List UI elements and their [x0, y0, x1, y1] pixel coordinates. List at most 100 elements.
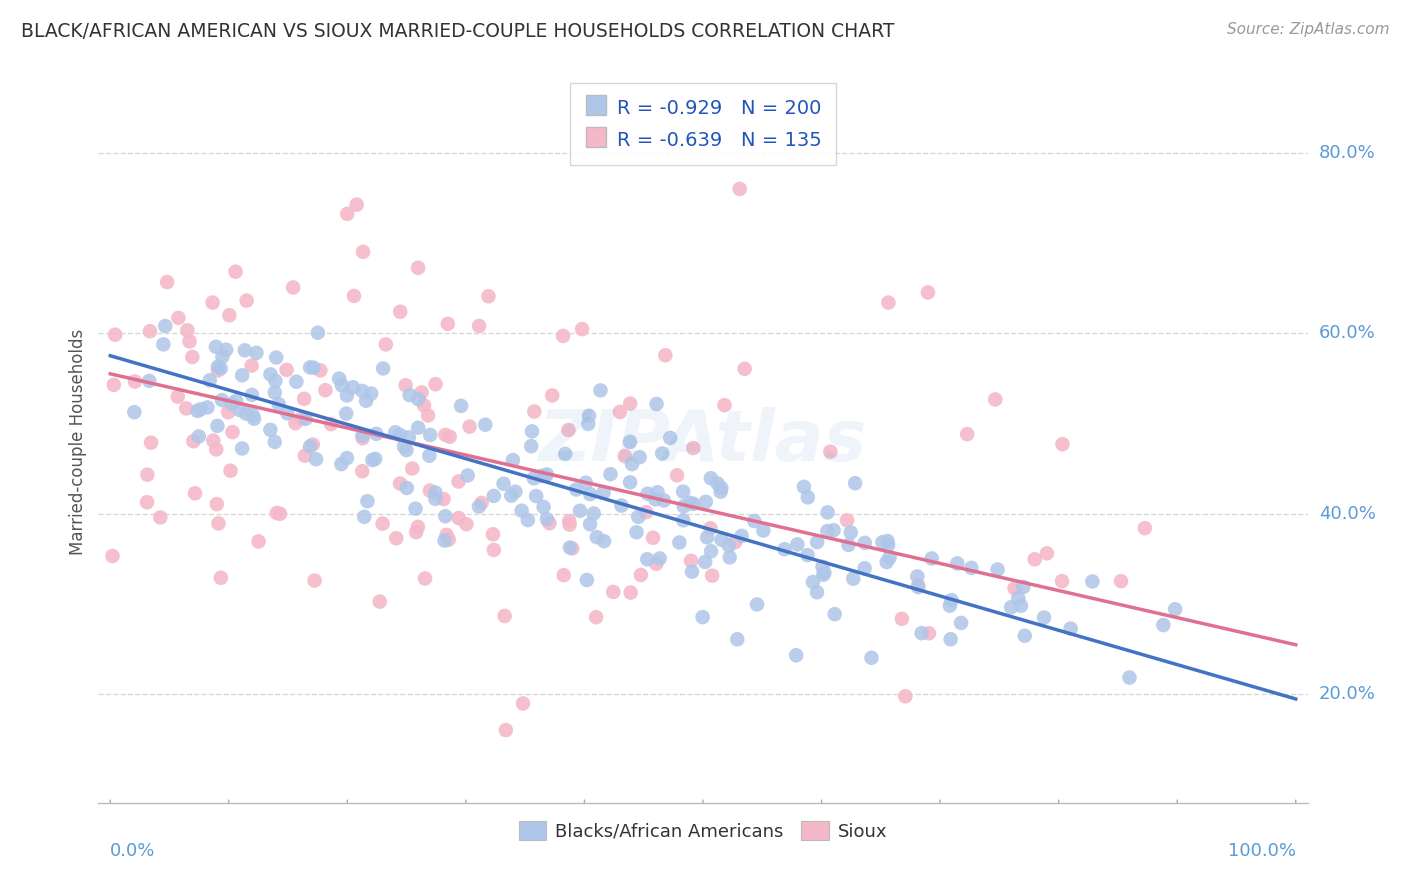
Point	[240, 359, 263, 373]
Point	[801, 575, 824, 590]
Point	[681, 565, 703, 579]
Point	[551, 329, 574, 343]
Point	[907, 578, 929, 592]
Point	[1004, 582, 1026, 596]
Point	[233, 343, 256, 358]
Point	[647, 485, 669, 500]
Point	[264, 374, 287, 388]
Point	[352, 428, 374, 442]
Point	[104, 327, 127, 342]
Point	[405, 501, 427, 516]
Point	[176, 323, 198, 337]
Legend: Blacks/African Americans, Sioux: Blacks/African Americans, Sioux	[512, 814, 894, 848]
Point	[207, 418, 229, 433]
Point	[717, 539, 740, 553]
Point	[389, 428, 412, 442]
Point	[425, 485, 447, 500]
Point	[218, 308, 240, 322]
Point	[505, 484, 527, 499]
Point	[557, 423, 579, 437]
Point	[652, 493, 675, 508]
Point	[536, 512, 558, 526]
Point	[482, 489, 505, 503]
Point	[876, 555, 898, 569]
Point	[510, 504, 533, 518]
Point	[820, 444, 842, 458]
Point	[630, 568, 652, 582]
Point	[259, 368, 281, 382]
Point	[579, 517, 602, 532]
Point	[371, 516, 394, 531]
Point	[336, 207, 359, 221]
Point	[582, 507, 605, 521]
Point	[245, 346, 267, 360]
Point	[477, 289, 499, 303]
Point	[536, 467, 558, 482]
Text: 0.0%: 0.0%	[110, 842, 156, 860]
Text: 40.0%: 40.0%	[1319, 505, 1375, 523]
Point	[842, 572, 865, 586]
Point	[1036, 546, 1059, 560]
Point	[356, 494, 378, 508]
Point	[406, 392, 429, 406]
Point	[406, 420, 429, 434]
Point	[533, 500, 555, 514]
Point	[219, 464, 242, 478]
Point	[817, 505, 839, 519]
Point	[523, 471, 546, 485]
Point	[1014, 629, 1036, 643]
Point	[796, 548, 818, 562]
Point	[190, 402, 212, 417]
Point	[395, 481, 418, 495]
Point	[894, 690, 917, 704]
Point	[330, 378, 353, 392]
Point	[523, 404, 546, 418]
Point	[299, 360, 322, 375]
Point	[211, 393, 233, 408]
Point	[921, 551, 943, 566]
Point	[335, 407, 357, 421]
Point	[628, 450, 651, 464]
Text: 80.0%: 80.0%	[1319, 144, 1375, 161]
Point	[207, 359, 229, 374]
Point	[592, 485, 614, 500]
Point	[610, 499, 633, 513]
Point	[439, 430, 461, 444]
Point	[425, 491, 447, 506]
Point	[1000, 600, 1022, 615]
Point	[183, 434, 205, 449]
Point	[569, 504, 592, 518]
Point	[457, 468, 479, 483]
Point	[956, 427, 979, 442]
Point	[950, 615, 973, 630]
Point	[644, 492, 666, 507]
Point	[419, 483, 441, 498]
Point	[692, 610, 714, 624]
Point	[482, 543, 505, 558]
Point	[512, 697, 534, 711]
Point	[730, 529, 752, 543]
Point	[813, 567, 835, 582]
Point	[392, 440, 415, 454]
Point	[728, 182, 751, 196]
Point	[668, 535, 690, 549]
Point	[136, 467, 159, 482]
Point	[585, 610, 607, 624]
Point	[152, 337, 174, 351]
Point	[228, 403, 250, 417]
Point	[648, 551, 671, 566]
Point	[641, 531, 664, 545]
Point	[516, 513, 538, 527]
Point	[302, 360, 325, 375]
Point	[1010, 599, 1032, 613]
Point	[434, 428, 457, 442]
Point	[247, 534, 270, 549]
Point	[354, 393, 377, 408]
Point	[501, 489, 523, 503]
Point	[225, 393, 247, 408]
Point	[939, 599, 962, 613]
Point	[645, 557, 668, 571]
Point	[416, 409, 439, 423]
Point	[734, 362, 756, 376]
Point	[918, 626, 941, 640]
